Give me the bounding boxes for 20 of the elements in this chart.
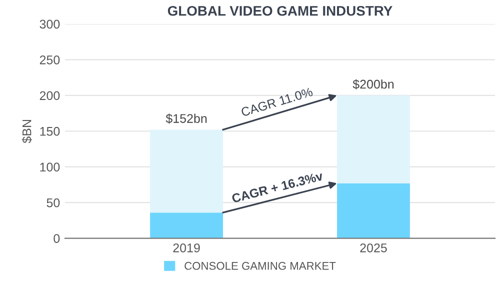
- legend-label: CONSOLE GAMING MARKET: [184, 262, 336, 270]
- y-tick-label: 150: [40, 126, 60, 136]
- chart-title: GLOBAL VIDEO GAME INDUSTRY: [168, 6, 392, 16]
- y-tick-label: 100: [40, 162, 60, 172]
- y-tick-label: 200: [40, 91, 60, 100]
- x-tick-label: 2019: [173, 243, 200, 252]
- y-tick-label: 0: [54, 234, 60, 243]
- y-axis-title: $BN: [22, 120, 32, 144]
- total-label: $200bn: [352, 79, 394, 90]
- annotation: CAGR + 16.3%v: [231, 171, 324, 204]
- bar: [337, 183, 410, 238]
- annotation: CAGR 11.0%: [240, 87, 314, 117]
- bar: [150, 212, 223, 238]
- bar: [337, 95, 410, 184]
- y-tick-label: 300: [40, 20, 60, 29]
- bar: [150, 130, 223, 213]
- y-tick-label: 50: [46, 198, 60, 208]
- total-label: $152bn: [166, 114, 207, 124]
- x-tick-label: 2025: [360, 243, 387, 252]
- y-tick-label: 250: [40, 55, 60, 64]
